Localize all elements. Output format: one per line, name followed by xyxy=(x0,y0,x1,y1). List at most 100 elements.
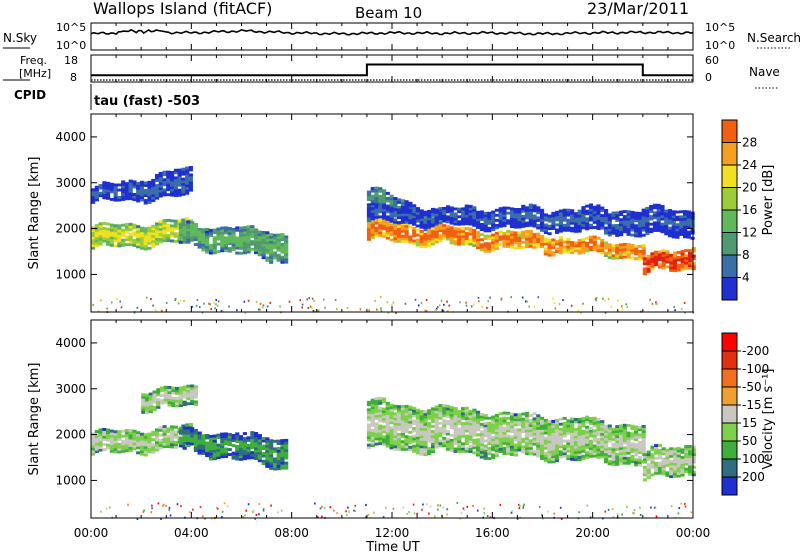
heatmap-cell xyxy=(607,226,612,229)
heatmap-cell xyxy=(669,475,674,478)
heatmap-cell xyxy=(269,240,274,244)
heatmap-cell xyxy=(272,462,278,466)
heatmap-cell xyxy=(592,210,597,214)
heatmap-cell xyxy=(625,303,627,306)
heatmap-cell xyxy=(181,444,186,448)
heatmap-cell xyxy=(430,435,436,439)
heatmap-cell xyxy=(547,432,552,436)
heatmap-cell xyxy=(596,222,601,226)
heatmap-cell xyxy=(190,394,195,398)
heatmap-cell xyxy=(669,449,674,453)
heatmap-cell xyxy=(513,213,518,217)
heatmap-cell xyxy=(170,181,175,185)
heatmap-cell xyxy=(646,475,651,479)
heatmap-cell xyxy=(581,434,586,438)
heatmap-cell xyxy=(155,224,160,228)
heatmap-cell xyxy=(408,216,413,220)
heatmap-cell xyxy=(502,239,507,243)
heatmap-cell xyxy=(121,195,126,199)
heatmap-cell xyxy=(468,447,473,451)
heatmap-cell xyxy=(570,432,575,436)
heatmap-cell xyxy=(509,427,515,431)
heatmap-cell xyxy=(679,215,684,219)
heatmap-cell xyxy=(461,242,466,246)
heatmap-cell xyxy=(473,303,475,306)
heatmap-cell xyxy=(265,444,270,448)
heatmap-cell xyxy=(577,448,582,452)
heatmap-cell xyxy=(124,189,130,193)
heatmap-cell xyxy=(654,451,659,455)
heatmap-cell xyxy=(686,215,691,219)
heatmap-cell xyxy=(585,450,590,454)
heatmap-cell xyxy=(664,214,669,218)
heatmap-cell xyxy=(684,457,689,461)
heatmap-cell xyxy=(158,443,163,447)
heatmap-cell xyxy=(412,212,417,216)
heatmap-cell xyxy=(157,502,160,505)
heatmap-cell xyxy=(257,245,262,249)
heatmap-cell xyxy=(276,467,281,471)
heatmap-cell xyxy=(98,184,103,188)
heatmap-cell xyxy=(366,438,372,442)
heatmap-cell xyxy=(538,505,541,508)
heatmap-cell xyxy=(128,446,133,450)
heatmap-cell xyxy=(506,424,511,428)
heatmap-cell xyxy=(619,442,624,445)
heatmap-cell xyxy=(143,242,148,246)
heatmap-cell xyxy=(117,183,122,187)
heatmap-cell xyxy=(430,215,436,218)
heatmap-cell xyxy=(109,226,114,230)
heatmap-cell xyxy=(158,182,163,185)
heatmap-cell xyxy=(284,258,289,262)
heatmap-cell xyxy=(102,443,107,447)
heatmap-cell xyxy=(540,434,545,438)
heatmap-cell xyxy=(186,225,191,229)
colorbar-tick-label: -100 xyxy=(742,362,769,376)
heatmap-cell xyxy=(626,441,631,445)
heatmap-cell xyxy=(269,451,274,455)
heatmap-cell xyxy=(393,414,398,418)
heatmap-cell xyxy=(276,459,281,463)
heatmap-cell xyxy=(438,409,443,413)
heatmap-cell xyxy=(581,444,586,448)
heatmap-cell xyxy=(656,213,661,217)
heatmap-cell xyxy=(178,439,183,443)
heatmap-cell xyxy=(408,235,413,239)
heatmap-cell xyxy=(147,442,152,446)
heatmap-cell xyxy=(513,231,518,235)
heatmap-cell xyxy=(461,414,466,418)
heatmap-cell xyxy=(551,455,556,459)
heatmap-cell xyxy=(470,305,473,308)
heatmap-cell xyxy=(151,237,156,241)
heatmap-cell xyxy=(173,176,178,180)
heatmap-cell xyxy=(457,210,462,214)
heatmap-cell xyxy=(502,434,507,438)
heatmap-cell xyxy=(577,435,582,439)
heatmap-cell xyxy=(487,216,492,220)
heatmap-cell xyxy=(577,450,582,454)
heatmap-cell xyxy=(190,427,195,431)
heatmap-cell xyxy=(656,223,661,227)
heatmap-cell xyxy=(472,423,477,427)
heatmap-cell xyxy=(532,452,537,456)
heatmap-cell xyxy=(389,217,394,221)
heatmap-cell xyxy=(664,212,669,216)
heatmap-cell xyxy=(517,433,522,437)
heatmap-cell xyxy=(585,433,590,437)
heatmap-cell xyxy=(397,234,402,238)
heatmap-cell xyxy=(626,444,631,448)
heatmap-cell xyxy=(430,409,436,413)
heatmap-cell xyxy=(423,210,428,214)
heatmap-cell xyxy=(143,453,148,457)
heatmap-cell xyxy=(683,225,688,229)
heatmap-cell xyxy=(525,300,527,303)
heatmap-cell xyxy=(477,296,480,299)
heatmap-cell xyxy=(634,463,639,467)
heatmap-cell xyxy=(585,204,590,208)
heatmap-cell xyxy=(506,221,511,225)
heatmap-cell xyxy=(215,299,217,301)
heatmap-cell xyxy=(676,457,681,460)
heatmap-cell xyxy=(626,217,631,221)
heatmap-cell xyxy=(676,268,681,272)
heatmap-cell xyxy=(250,436,255,440)
